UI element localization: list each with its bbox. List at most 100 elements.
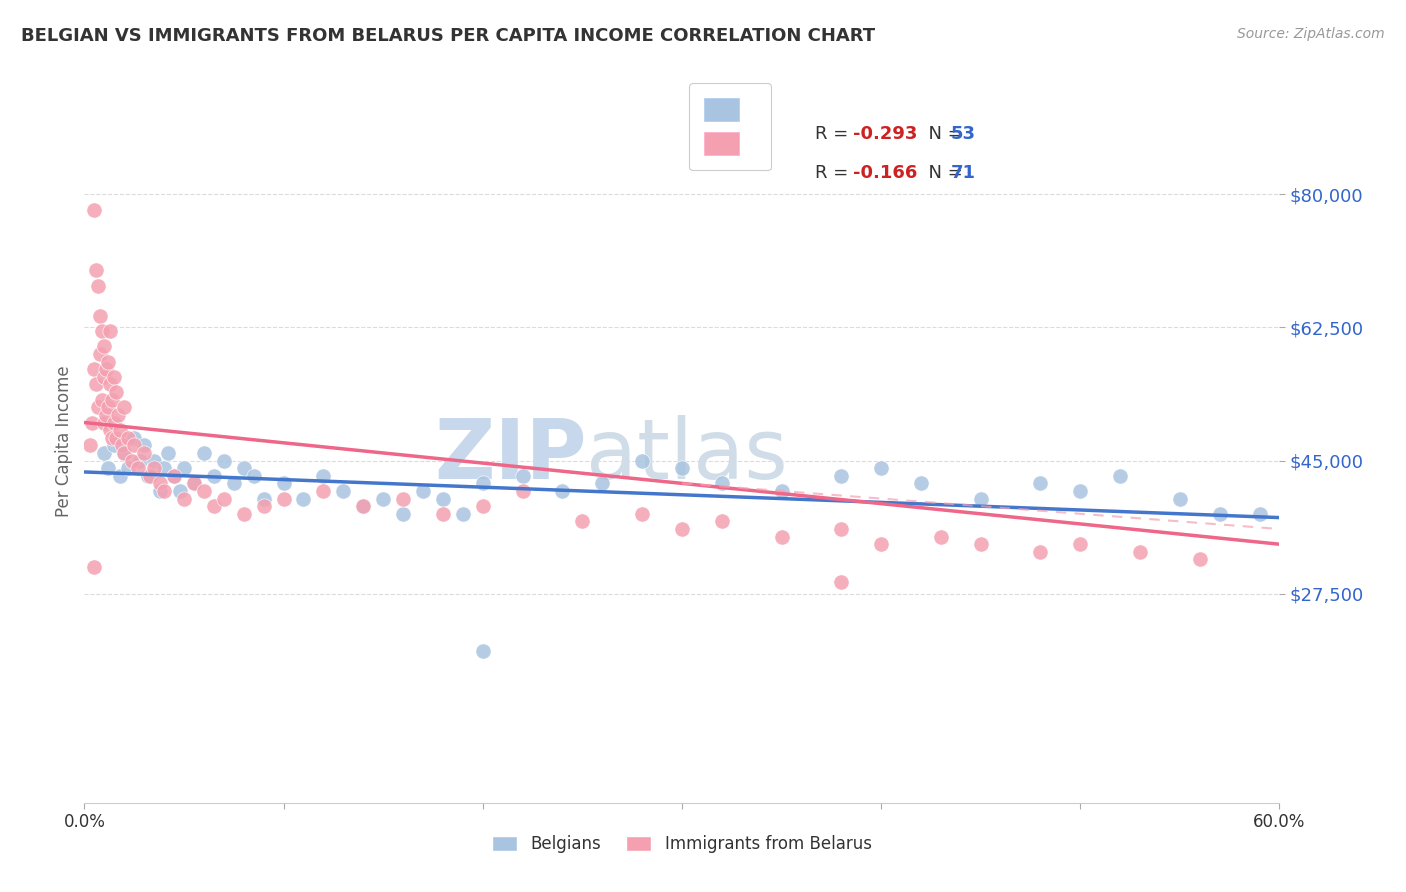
Point (1029, 545, 1052, 559)
Text: atlas: atlas (586, 416, 787, 497)
Point (83, 560, 105, 574)
Point (91, 324, 114, 338)
Point (112, 401, 135, 415)
Point (970, 537, 993, 551)
Point (169, 483, 191, 498)
Point (471, 499, 494, 513)
Point (1109, 468, 1132, 483)
Point (122, 431, 145, 445)
Point (83, 202, 105, 217)
Point (149, 476, 172, 491)
Point (352, 499, 374, 513)
Point (432, 507, 454, 521)
Point (710, 476, 733, 491)
Point (143, 453, 166, 467)
Point (122, 438, 145, 452)
Point (273, 491, 295, 506)
Point (103, 370, 125, 384)
Point (101, 431, 124, 445)
Point (830, 468, 852, 483)
Point (551, 483, 574, 498)
Point (1209, 507, 1232, 521)
Point (93, 339, 115, 353)
Text: -0.166: -0.166 (852, 164, 917, 182)
Point (98, 324, 121, 338)
Point (97, 354, 120, 368)
Point (110, 468, 132, 483)
Point (91, 392, 114, 407)
Point (136, 468, 159, 483)
Point (83, 362, 105, 376)
Point (471, 643, 494, 657)
Text: ZIP: ZIP (434, 416, 586, 497)
Point (242, 468, 264, 483)
Point (143, 461, 166, 475)
Point (87, 401, 110, 415)
Point (202, 468, 225, 483)
Point (512, 468, 534, 483)
Point (222, 476, 245, 491)
Point (86, 377, 108, 392)
Point (412, 483, 434, 498)
Point (127, 461, 149, 475)
Point (173, 461, 195, 475)
Point (770, 483, 793, 498)
Point (89, 309, 111, 323)
Point (512, 483, 534, 498)
Point (232, 461, 254, 475)
Point (830, 575, 852, 590)
Point (373, 491, 395, 506)
Point (89, 347, 111, 361)
Point (97, 461, 120, 475)
Text: BELGIAN VS IMMIGRANTS FROM BELARUS PER CAPITA INCOME CORRELATION CHART: BELGIAN VS IMMIGRANTS FROM BELARUS PER C… (21, 27, 875, 45)
Point (93, 370, 115, 384)
Text: R =: R = (814, 126, 853, 144)
Legend: Belgians, Immigrants from Belarus: Belgians, Immigrants from Belarus (485, 828, 879, 860)
Point (232, 507, 254, 521)
Point (710, 515, 733, 529)
Point (1029, 476, 1052, 491)
Point (110, 423, 132, 437)
Point (312, 468, 335, 483)
Point (183, 476, 205, 491)
Point (929, 530, 952, 544)
Point (312, 483, 335, 498)
Point (591, 476, 613, 491)
Point (631, 453, 654, 467)
Text: Source: ZipAtlas.com: Source: ZipAtlas.com (1237, 27, 1385, 41)
Point (471, 476, 494, 491)
Point (103, 438, 125, 452)
Text: -0.293: -0.293 (852, 126, 917, 144)
Point (671, 461, 693, 475)
Point (392, 507, 415, 521)
Point (1249, 507, 1271, 521)
Point (770, 530, 793, 544)
Point (212, 491, 235, 506)
Text: 71: 71 (950, 164, 976, 182)
Point (1069, 483, 1091, 498)
Point (273, 476, 295, 491)
Point (111, 438, 134, 452)
Text: 53: 53 (950, 126, 976, 144)
Point (193, 483, 215, 498)
Point (631, 507, 654, 521)
Point (117, 431, 139, 445)
Point (153, 483, 176, 498)
Text: R =: R = (814, 164, 853, 182)
Point (105, 431, 128, 445)
Point (79, 438, 101, 452)
Text: N =: N = (917, 164, 969, 182)
Point (870, 537, 893, 551)
Point (1168, 491, 1191, 506)
Point (103, 416, 125, 430)
Point (87, 278, 110, 293)
Point (292, 491, 315, 506)
Point (163, 468, 186, 483)
Point (139, 468, 162, 483)
Point (970, 491, 993, 506)
Point (157, 446, 180, 460)
Point (212, 453, 235, 467)
Point (98, 423, 121, 437)
Point (392, 491, 415, 506)
Point (202, 499, 225, 513)
